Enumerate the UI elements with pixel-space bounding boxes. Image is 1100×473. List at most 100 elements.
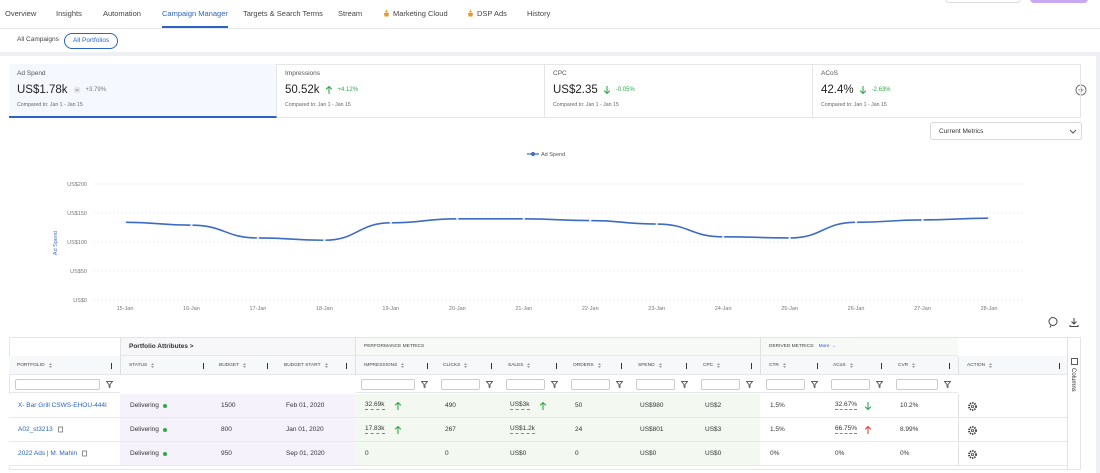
metric-row: 42.4% -2.63%: [821, 84, 891, 96]
filter-input[interactable]: [15, 378, 100, 390]
sort-shape: [151, 362, 155, 368]
sort-shape: [912, 362, 916, 368]
nav-tab[interactable]: Targets & Search Terms: [243, 9, 323, 28]
column-header[interactable]: STATUS: [120, 356, 211, 375]
filter-input[interactable]: [896, 378, 938, 390]
filter-input[interactable]: [506, 378, 545, 390]
sort-shape: [464, 362, 468, 368]
portfolio-link[interactable]: 2022 Ads | M. Mahin: [18, 450, 78, 457]
x-tick-label: 15-Jan: [117, 306, 134, 312]
add-metric-button[interactable]: [1075, 84, 1087, 96]
cell-text: 0%: [835, 450, 845, 457]
sort-shape: [527, 362, 531, 368]
filter-input[interactable]: [636, 378, 675, 390]
gear-hub: [970, 452, 975, 456]
nav-tab[interactable]: Overview: [5, 9, 36, 28]
column-header[interactable]: ACoS: [825, 356, 890, 375]
metric-card[interactable]: ACoS 42.4% -2.63% Compared to: Jan 1 - Jan …: [813, 64, 1081, 118]
metric-row: US$2.35 -0.05%: [553, 84, 635, 96]
column-header[interactable]: ACTION: [958, 356, 1067, 375]
comment-icon[interactable]: [1047, 316, 1059, 328]
table-cell: 267: [435, 418, 500, 442]
column-label: ACoS: [833, 362, 846, 368]
status-dot: [162, 427, 167, 432]
cell-text: 1.5%: [770, 402, 785, 409]
sub-tab[interactable]: All Portfolios: [64, 33, 119, 49]
metric-compared: Compared to: Jan 1 - Jan 15: [821, 102, 887, 108]
metric-card[interactable]: CPC US$2.35 -0.05% Compared to: Jan 1 - Jan…: [545, 64, 813, 118]
cell-text: US$0: [705, 450, 722, 457]
nav-tab[interactable]: Automation: [103, 9, 141, 28]
filter-input[interactable]: [701, 378, 740, 390]
nav-tab-label: Marketing Cloud: [393, 9, 448, 18]
column-header[interactable]: SALES: [500, 356, 565, 375]
group-header: DERIVED METRICS: More →: [760, 338, 958, 356]
filter-input[interactable]: [571, 378, 610, 390]
nav-tab[interactable]: Campaign Manager: [162, 9, 228, 28]
table-cell: US$801: [630, 418, 695, 442]
table-cell: 8.99%: [890, 418, 958, 442]
nav-tab[interactable]: History: [527, 9, 550, 28]
data-point: [655, 222, 658, 226]
column-header[interactable]: PORTFOLIO: [9, 356, 120, 375]
metric-selector[interactable]: Current Metrics: [930, 122, 1082, 140]
column-menu: [817, 362, 819, 369]
cell-text: 8.99%: [900, 426, 919, 433]
trend-arrow: [864, 425, 872, 434]
x-tick-label: 28-Jan: [981, 306, 998, 312]
settings-button[interactable]: [968, 425, 977, 435]
top-button[interactable]: [945, 0, 1021, 3]
table-cell: 1.5%: [760, 394, 825, 418]
nav-tab[interactable]: Insights: [56, 9, 82, 28]
column-label: SPEND: [638, 362, 655, 368]
column-header[interactable]: CLICKS: [435, 356, 500, 375]
filter-cell: [355, 375, 435, 393]
table-cell: 950: [211, 442, 276, 466]
nav-tab-label: Campaign Manager: [162, 9, 228, 18]
sort-icon: [989, 362, 993, 368]
column-header[interactable]: CPC: [695, 356, 760, 375]
table-cell: Delivering: [120, 418, 211, 442]
settings-button[interactable]: [968, 401, 977, 411]
column-header[interactable]: ORDERS: [565, 356, 630, 375]
column-menu: [203, 362, 205, 369]
y-tick-label: US$200: [67, 182, 87, 188]
column-header[interactable]: BUDGET: [211, 356, 276, 375]
metric-row: US$1.78k +3.79%: [17, 84, 106, 96]
portfolio-link[interactable]: X- Bar Grill CSWS-EHOU-444I: [18, 402, 107, 409]
columns-panel[interactable]: Columns: [1067, 338, 1080, 469]
filter-input[interactable]: [441, 378, 480, 390]
column-header[interactable]: BUDGET START: [276, 356, 355, 375]
column-label: CPC: [703, 362, 714, 368]
filter-input[interactable]: [766, 378, 805, 390]
more-link[interactable]: More →: [818, 344, 836, 349]
nav-tab[interactable]: Stream: [338, 9, 362, 28]
arrow-shape: [859, 86, 866, 95]
metric-card[interactable]: Impressions 50.52k +4.12% Compared to: Jan …: [277, 64, 545, 118]
sub-tab[interactable]: All Campaigns: [17, 36, 59, 43]
nav-tab[interactable]: DSP Ads: [467, 9, 507, 28]
columns-label: Columns: [1070, 368, 1076, 392]
table-cell: 0: [435, 442, 500, 466]
column-header[interactable]: CVR: [890, 356, 958, 375]
filter-cell: [435, 375, 500, 393]
nav-tab[interactable]: Marketing Cloud: [383, 9, 448, 28]
filter-input[interactable]: [361, 378, 415, 390]
tab-icon: [384, 9, 389, 17]
metric-card[interactable]: Ad Spend US$1.78k +3.79% Compared to: Jan 1…: [9, 64, 277, 118]
metric-change: +3.79%: [85, 87, 107, 93]
filter-input[interactable]: [831, 378, 870, 390]
table-cell: X- Bar Grill CSWS-EHOU-444I: [9, 394, 120, 418]
column-header[interactable]: CTR: [760, 356, 825, 375]
y-axis-title: Ad Spend: [53, 231, 59, 255]
settings-button[interactable]: [968, 449, 977, 459]
portfolio-link[interactable]: A02_st3213: [18, 426, 53, 433]
metric-row: 50.52k +4.12%: [285, 84, 358, 96]
top-button[interactable]: [1030, 0, 1088, 3]
data-point: [589, 219, 592, 222]
edge-divider: [1096, 56, 1100, 473]
column-header[interactable]: IMPRESSIONS: [355, 356, 435, 375]
column-header[interactable]: SPEND: [630, 356, 695, 375]
download-icon[interactable]: [1068, 316, 1080, 328]
metric-compared: Compared to: Jan 1 - Jan 15: [17, 102, 83, 108]
